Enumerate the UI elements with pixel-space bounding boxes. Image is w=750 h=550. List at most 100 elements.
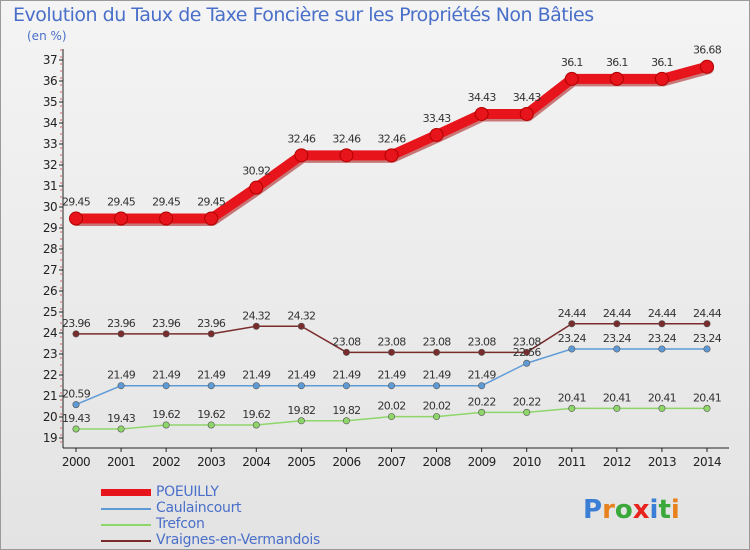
data-label: 23.24: [558, 332, 587, 345]
data-point: [72, 330, 80, 338]
x-tick-label: 2006: [332, 455, 360, 469]
data-point: [387, 382, 395, 390]
data-label: 19.43: [107, 412, 136, 425]
data-point: [658, 345, 666, 353]
data-label: 19.43: [62, 412, 91, 425]
data-label: 20.59: [62, 388, 91, 401]
logo-letter: i: [671, 495, 680, 523]
data-point: [658, 320, 666, 328]
data-label: 23.08: [332, 335, 361, 348]
logo-letter: o: [615, 495, 633, 523]
x-tick-label: 2010: [513, 455, 541, 469]
data-point: [117, 425, 125, 433]
data-point: [117, 330, 125, 338]
x-tick-label: 2007: [377, 455, 405, 469]
data-label: 20.41: [603, 391, 631, 404]
data-point: [342, 382, 350, 390]
data-point: [339, 148, 354, 163]
data-label: 23.08: [468, 335, 497, 348]
data-point: [568, 345, 576, 353]
data-label: 23.24: [603, 332, 632, 345]
data-label: 23.08: [378, 335, 407, 348]
data-point: [249, 180, 264, 195]
data-label: 21.49: [468, 369, 497, 382]
axes: 19 20 21 22 23 24 25 26 27 28 29 30 31 32 33 34 35 36 37 20…: [43, 49, 729, 469]
data-label: 29.45: [197, 196, 226, 209]
data-label: 23.96: [62, 317, 91, 330]
data-label: 24.32: [287, 309, 315, 322]
x-tick-label: 2012: [603, 455, 631, 469]
data-label: 19.82: [287, 404, 315, 417]
data-label: 19.82: [332, 404, 360, 417]
data-point: [523, 408, 531, 416]
data-point: [114, 211, 129, 226]
legend-swatch: [101, 489, 151, 496]
data-point: [297, 322, 305, 330]
data-point: [523, 359, 531, 367]
data-label: 21.49: [378, 369, 407, 382]
data-point: [613, 404, 621, 412]
data-point: [478, 408, 486, 416]
data-label: 36.68: [693, 44, 722, 57]
data-point: [294, 148, 309, 163]
data-label: 19.62: [242, 408, 270, 421]
chart-unit-label: (en %): [27, 29, 67, 43]
data-point: [162, 382, 170, 390]
legend-label: Caulaincourt: [156, 500, 242, 516]
legend-label: Vraignes-en-Vermandois: [156, 532, 320, 548]
chart-title: Evolution du Taux de Taxe Foncière sur l…: [13, 4, 594, 26]
y-tick-label: 24: [43, 326, 57, 340]
y-tick-label: 26: [43, 284, 57, 298]
y-tick-label: 25: [43, 305, 57, 319]
series-layer: [69, 59, 714, 433]
data-point: [252, 382, 260, 390]
y-tick-label: 36: [43, 74, 57, 88]
x-tick-label: 2013: [648, 455, 676, 469]
y-tick-label: 21: [43, 389, 57, 403]
data-label: 19.62: [152, 408, 180, 421]
proxiti-logo: Proxiti: [583, 495, 680, 523]
data-point: [703, 345, 711, 353]
data-label: 32.46: [378, 132, 407, 145]
data-label: 21.49: [332, 369, 361, 382]
y-tick-label: 34: [43, 116, 57, 130]
y-tick-label: 30: [43, 200, 57, 214]
data-point: [568, 320, 576, 328]
data-point: [478, 382, 486, 390]
data-point: [564, 71, 579, 86]
data-point: [658, 404, 666, 412]
data-label: 30.92: [242, 165, 270, 178]
data-label: 21.49: [242, 369, 271, 382]
x-tick-label: 2009: [468, 455, 496, 469]
logo-letter: t: [658, 495, 670, 523]
y-tick-label: 33: [43, 137, 57, 151]
x-tick-label: 2008: [423, 455, 451, 469]
logo-letter: P: [583, 495, 602, 523]
data-point: [478, 348, 486, 356]
data-label: 24.44: [558, 307, 587, 320]
logo-letter: r: [602, 495, 615, 523]
data-point: [433, 413, 441, 421]
data-point: [207, 330, 215, 338]
data-label: 20.22: [513, 395, 541, 408]
data-label: 21.49: [197, 369, 226, 382]
data-label: 20.41: [558, 391, 586, 404]
x-tick-label: 2005: [287, 455, 315, 469]
y-tick-label: 19: [43, 431, 57, 445]
data-point: [474, 106, 489, 121]
data-point: [568, 404, 576, 412]
data-label: 23.96: [152, 317, 181, 330]
data-point: [342, 417, 350, 425]
legend-label: POEUILLY: [156, 484, 219, 500]
data-label: 23.08: [423, 335, 452, 348]
y-tick-label: 20: [43, 410, 57, 424]
y-tick-label: 37: [43, 53, 57, 67]
data-label: 22.56: [513, 346, 542, 359]
data-label: 23.24: [648, 332, 677, 345]
logo-text: Proxiti: [583, 495, 680, 523]
data-point: [297, 417, 305, 425]
legend-swatch: [101, 508, 151, 510]
y-tick-label: 23: [43, 347, 57, 361]
data-label: 29.45: [152, 196, 181, 209]
data-label: 24.44: [603, 307, 632, 320]
